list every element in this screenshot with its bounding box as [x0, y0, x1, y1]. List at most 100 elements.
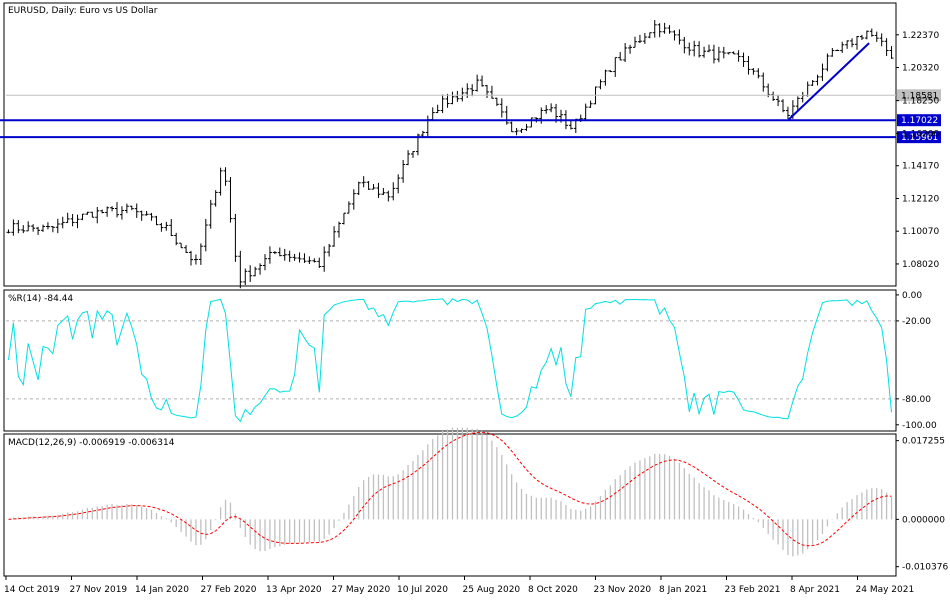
macd-histogram [8, 427, 893, 557]
support-line-tag [897, 131, 941, 144]
price-bar [633, 36, 637, 48]
price-bar [657, 23, 662, 38]
price-bar [721, 46, 726, 59]
price-bar [243, 268, 248, 286]
price-bar [233, 213, 238, 262]
price-bar [85, 211, 90, 215]
price-bar [776, 94, 781, 107]
price-bar [302, 253, 307, 263]
price-bar [327, 243, 332, 257]
price-bar [628, 44, 633, 54]
price-lines: 1.18581 1.17022 1.15961 [0, 42, 941, 144]
price-bar [356, 181, 361, 195]
price-bar [864, 30, 869, 40]
price-bar [60, 216, 65, 229]
price-bar [110, 206, 115, 212]
macd-tick-label: -0.010376 [902, 563, 948, 573]
price-bar [119, 206, 124, 220]
price-bar [366, 181, 371, 190]
price-bar [450, 91, 455, 105]
price-bar [396, 174, 401, 194]
price-bar [75, 214, 80, 229]
price-bar [55, 218, 60, 234]
price-bar [707, 44, 711, 53]
price-bar [820, 63, 825, 81]
price-tick-label: 1.18250 [902, 97, 939, 107]
price-bar [386, 190, 391, 202]
price-bar [549, 103, 554, 113]
price-bar [346, 201, 351, 214]
price-bar [771, 91, 776, 102]
price-bar [869, 28, 874, 37]
price-bar [238, 250, 243, 289]
price-bar [341, 212, 346, 225]
price-bar [845, 40, 850, 49]
price-bar [213, 190, 218, 207]
price-bar [499, 98, 504, 118]
date-tick-label: 10 Jul 2020 [397, 585, 448, 595]
price-bar [322, 246, 327, 272]
price-bar [253, 266, 258, 277]
price-tick-label: 1.22370 [902, 31, 939, 41]
price-bar [189, 250, 193, 266]
price-bar [287, 250, 292, 262]
price-bar [351, 189, 356, 210]
macd-axis: 0.017255 0.000000 -0.010376 [896, 437, 948, 573]
price-bar [193, 254, 198, 265]
price-bar [26, 221, 31, 232]
price-bar [154, 215, 159, 226]
date-tick-label: 8 Oct 2020 [528, 585, 578, 595]
price-bar [785, 106, 790, 119]
price-bar [445, 93, 450, 108]
price-bar [815, 74, 820, 86]
price-bar [781, 99, 785, 113]
date-tick-label: 8 Apr 2021 [790, 585, 840, 595]
price-bar [149, 212, 154, 221]
price-bar [460, 87, 465, 102]
price-bar [159, 222, 164, 232]
price-bar [263, 254, 267, 271]
date-tick-label: 14 Oct 2019 [4, 585, 60, 595]
price-bar [588, 100, 593, 108]
price-bar [825, 53, 830, 72]
price-bar [489, 85, 494, 99]
price-bar [697, 41, 702, 58]
price-bar [692, 40, 697, 57]
price-bar [810, 80, 815, 86]
price-tick-label: 1.10070 [902, 227, 939, 237]
price-bar [179, 242, 184, 249]
price-tick-label: 1.08020 [902, 260, 939, 270]
price-bar [297, 252, 302, 263]
current-price-tag [897, 89, 941, 102]
price-bar [164, 221, 169, 231]
price-bar [568, 120, 573, 130]
price-bar [124, 203, 129, 214]
price-bar [208, 199, 213, 229]
date-tick-label: 27 Feb 2020 [201, 585, 257, 595]
date-tick-label: 24 May 2021 [856, 585, 915, 595]
price-bar [129, 205, 134, 211]
price-bar [475, 74, 480, 92]
price-bar [31, 224, 36, 232]
price-bar [623, 43, 628, 62]
price-bar [401, 160, 406, 183]
price-bar [583, 103, 588, 122]
price-bar [95, 206, 100, 224]
wpr-series-line [8, 298, 892, 423]
price-bar [218, 167, 223, 196]
price-bar [736, 50, 741, 62]
price-bar [480, 75, 485, 87]
date-tick-label: 8 Jan 2021 [659, 585, 707, 595]
date-tick-label: 25 Aug 2020 [463, 585, 521, 595]
price-bar [100, 209, 105, 214]
price-bar [134, 203, 139, 218]
wpr-panel-title: %R(14) -84.44 [8, 294, 73, 304]
price-bar [267, 246, 272, 264]
price-bar [884, 38, 889, 57]
price-bar [524, 123, 529, 131]
price-bar [889, 46, 894, 59]
date-tick-label: 27 May 2020 [332, 585, 391, 595]
date-tick-label: 27 Nov 2019 [70, 585, 128, 595]
price-bar [11, 219, 16, 236]
price-bar [662, 22, 667, 34]
